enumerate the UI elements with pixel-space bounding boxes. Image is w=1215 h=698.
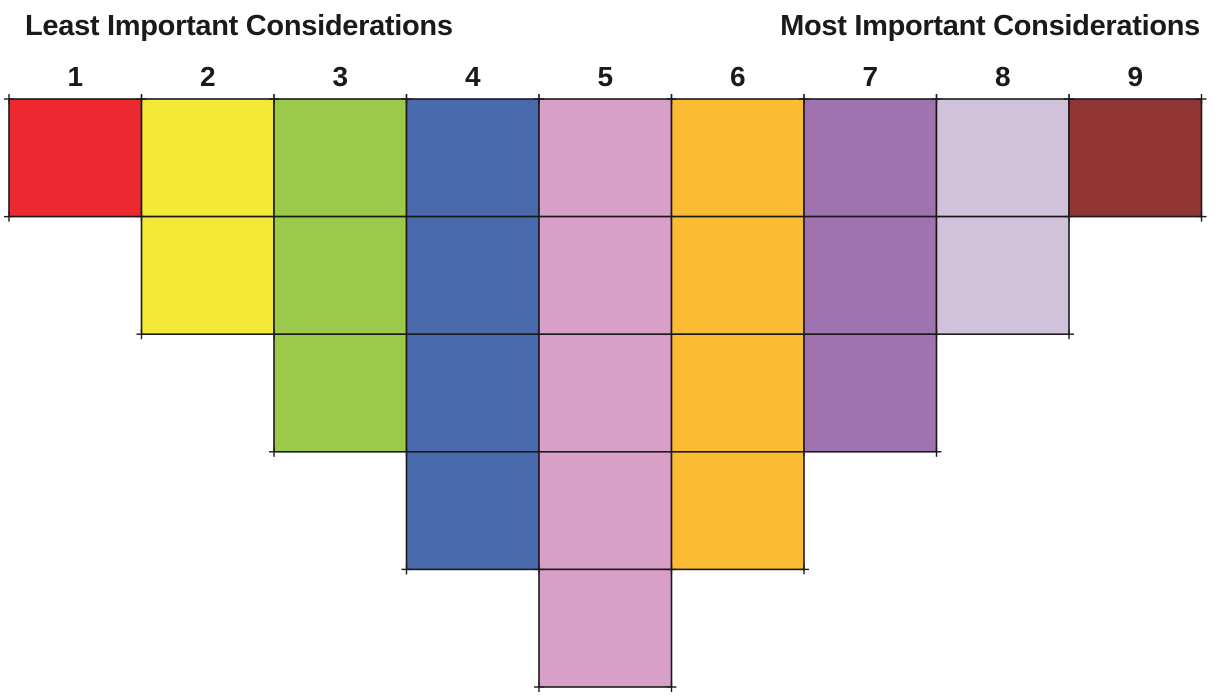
column-label-5: 5 [597,61,613,92]
grid-cell-col-3-row-3 [273,333,408,453]
grid-cell-col-6-row-2 [670,215,805,336]
column-label-3: 3 [332,61,348,92]
grid-cell-col-5-row-1 [538,98,673,218]
column-label-7: 7 [862,61,878,92]
grid-cell-col-3-row-1 [273,98,408,218]
grid-cell-col-6-row-3 [670,333,805,453]
grid-cell-col-2-row-1 [140,98,275,218]
grid-cell-col-8-row-1 [935,98,1070,218]
grid-cell-col-3-row-2 [273,215,408,336]
grid-cell-col-4-row-3 [405,333,540,453]
grid-cell-col-1-row-1 [8,98,143,218]
column-label-9: 9 [1127,61,1143,92]
grid-cell-col-9-row-1 [1068,98,1203,218]
grid-cell-col-2-row-2 [140,215,275,336]
least-important-heading: Least Important Considerations [25,10,453,42]
column-label-6: 6 [730,61,746,92]
column-label-8: 8 [995,61,1011,92]
grid-cell-col-4-row-1 [405,98,540,218]
column-label-4: 4 [465,61,481,92]
grid-cell-col-5-row-4 [538,450,673,571]
column-label-2: 2 [200,61,216,92]
grid-cell-col-4-row-4 [405,450,540,571]
grid-cell-col-5-row-2 [538,215,673,336]
grid-cell-col-4-row-2 [405,215,540,336]
grid-cell-col-6-row-4 [670,450,805,571]
most-important-heading: Most Important Considerations [780,10,1200,42]
grid-cell-col-8-row-2 [935,215,1070,336]
grid-cell-col-5-row-5 [538,568,673,688]
grid-cell-col-7-row-1 [803,98,938,218]
column-label-1: 1 [67,61,83,92]
grid-cell-col-6-row-1 [670,98,805,218]
grid-cell-col-5-row-3 [538,333,673,453]
grid-cell-col-7-row-3 [803,333,938,453]
grid-cell-col-7-row-2 [803,215,938,336]
